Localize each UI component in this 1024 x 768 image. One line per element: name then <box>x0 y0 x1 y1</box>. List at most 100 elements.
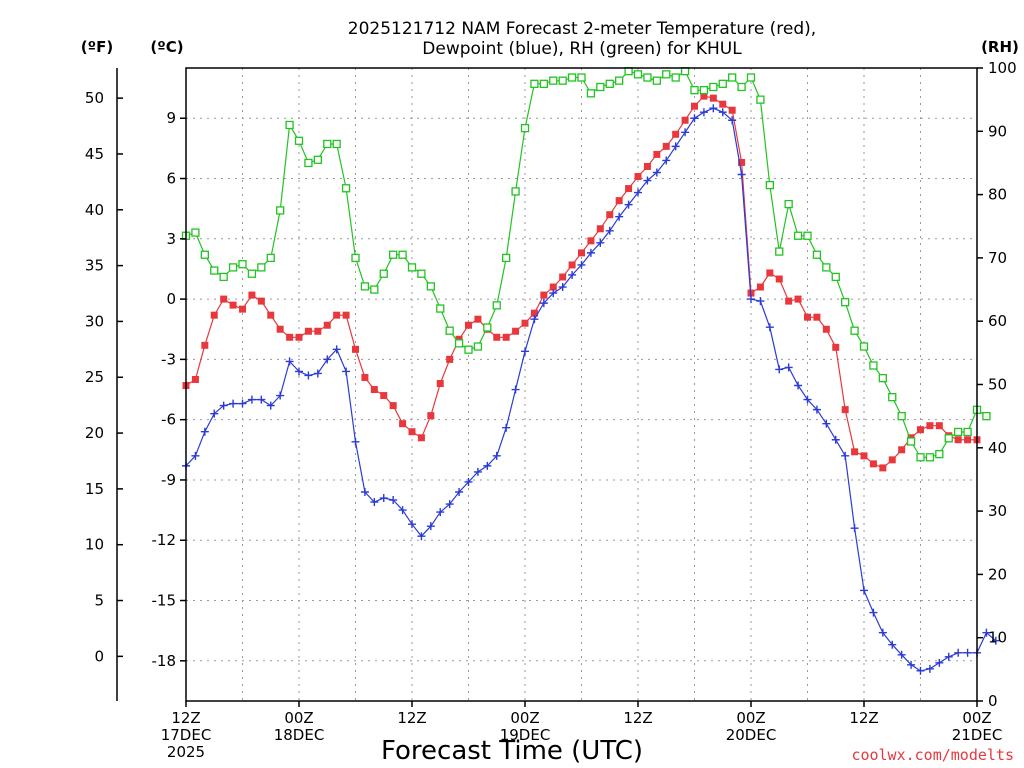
rh-point <box>869 361 878 370</box>
dewpoint-point <box>812 405 821 414</box>
temperature-point <box>333 311 341 319</box>
rh-tick-label: 80 <box>988 186 1007 204</box>
x-tick-label: 12Z <box>623 709 652 727</box>
temperature-point <box>559 273 567 281</box>
dewpoint-point <box>916 666 925 675</box>
fahrenheit-tick-label: 40 <box>85 201 104 219</box>
fahrenheit-tick-label: 30 <box>85 312 104 330</box>
dewpoint-point <box>850 524 859 533</box>
temperature-point <box>653 150 661 158</box>
rh-point <box>520 123 530 133</box>
temperature-point <box>502 333 510 341</box>
temperature-point <box>465 321 472 329</box>
temperature-point <box>935 422 943 430</box>
temperature-point <box>662 142 670 150</box>
rh-point <box>746 73 756 82</box>
rh-point <box>228 263 238 272</box>
temperature-point <box>719 100 727 108</box>
rh-tick-label: 10 <box>988 629 1007 647</box>
rh-point <box>294 136 304 145</box>
dewpoint-point <box>765 323 774 332</box>
rh-tick-label: 50 <box>988 376 1007 394</box>
temperature-point <box>352 345 359 353</box>
x-tick-label: 21DEC <box>952 726 1003 744</box>
temperature-point <box>210 311 218 319</box>
dewpoint-point <box>577 260 586 269</box>
temperature-point <box>493 333 501 341</box>
rh-point <box>210 266 219 275</box>
temperature-point <box>191 375 199 383</box>
dewpoint-point <box>652 168 661 177</box>
temperature-point <box>229 301 237 309</box>
temperature-point <box>926 422 934 430</box>
rh-point <box>558 76 567 85</box>
rh-point <box>483 323 492 332</box>
dewpoint-point <box>982 628 991 637</box>
rh-point <box>323 139 332 149</box>
dewpoint-point <box>831 435 840 444</box>
rh-point <box>982 411 991 421</box>
temperature-point <box>587 237 595 245</box>
celsius-tick-label: -9 <box>161 471 176 489</box>
credit-text: coolwx.com/modelts <box>851 746 1014 764</box>
dewpoint-point <box>728 116 737 125</box>
rh-point <box>784 199 793 209</box>
temperature-point <box>361 373 369 381</box>
temperature-point <box>785 297 793 305</box>
temperature-point <box>201 341 209 349</box>
temperature-point <box>248 291 256 299</box>
rh-point <box>436 304 445 313</box>
fahrenheit-tick-label: 35 <box>85 257 104 275</box>
dewpoint-point <box>643 176 652 185</box>
dewpoint-point <box>304 371 313 380</box>
dewpoint-point <box>389 496 398 505</box>
temperature-point <box>380 392 388 400</box>
temperature-point <box>869 460 877 468</box>
rh-point <box>888 393 897 402</box>
dewpoint-point <box>991 636 1000 645</box>
chart-title-line2: Dewpoint (blue), RH (green) for KHUL <box>422 39 742 59</box>
dewpoint-point <box>671 142 680 151</box>
dewpoint-point <box>878 628 887 637</box>
dewpoint-line <box>185 107 997 672</box>
temperature-point <box>672 130 680 138</box>
temperature-point <box>220 295 228 303</box>
dewpoint-point <box>351 437 360 446</box>
rh-point <box>502 253 511 263</box>
dewpoint-point <box>888 640 897 649</box>
rh-point <box>803 231 812 240</box>
unit-label-rh: (RH) <box>981 38 1019 56</box>
temperature-point <box>917 426 924 434</box>
rh-point <box>351 253 360 263</box>
temperature-point <box>596 225 604 233</box>
rh-point <box>247 269 257 278</box>
rh-tick-label: 30 <box>988 502 1007 520</box>
dewpoint-point <box>568 270 577 279</box>
temperature-point <box>370 386 378 394</box>
x-tick-label: 00Z <box>284 709 313 727</box>
dewpoint-point <box>408 520 416 529</box>
dewpoint-point <box>530 315 539 324</box>
dewpoint-point <box>229 399 238 408</box>
rh-point <box>200 250 209 259</box>
temperature-point <box>399 420 407 428</box>
rh-point <box>728 73 737 82</box>
rh-point <box>257 263 266 272</box>
rh-point <box>775 247 784 256</box>
dewpoint-point <box>511 385 520 394</box>
dewpoint-point <box>897 650 906 659</box>
dewpoint-point <box>634 188 642 197</box>
temperature-point <box>775 275 783 283</box>
unit-label-celsius: (ºC) <box>150 38 183 56</box>
temperature-point <box>813 313 821 321</box>
rh-point <box>511 187 520 196</box>
dewpoint-point <box>370 498 379 507</box>
temperature-point <box>794 295 802 303</box>
x-tick-label: 17DEC <box>161 726 212 744</box>
rh-point <box>492 301 501 310</box>
temperature-point <box>860 452 868 460</box>
dewpoint-point <box>238 399 247 408</box>
dewpoint-point <box>191 451 200 460</box>
dewpoint-point <box>332 345 341 354</box>
rh-point <box>737 82 746 92</box>
